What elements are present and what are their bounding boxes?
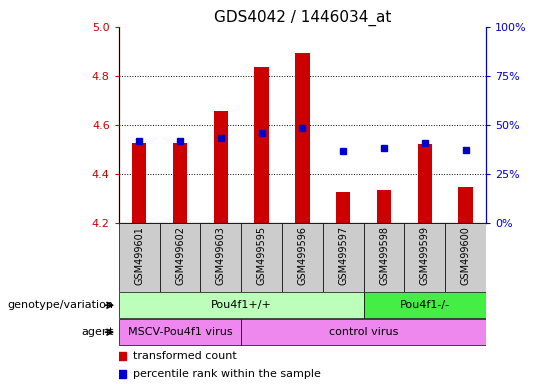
Bar <box>241 319 486 345</box>
Text: genotype/variation: genotype/variation <box>8 300 113 310</box>
Text: GSM499595: GSM499595 <box>256 226 267 285</box>
Bar <box>160 223 200 292</box>
Text: GSM499600: GSM499600 <box>461 226 470 285</box>
Text: GSM499602: GSM499602 <box>175 226 185 285</box>
Text: Pou4f1-/-: Pou4f1-/- <box>400 300 450 310</box>
Bar <box>173 143 187 223</box>
Bar <box>417 144 432 223</box>
Bar <box>254 67 269 223</box>
Text: control virus: control virus <box>329 327 399 337</box>
Text: GSM499603: GSM499603 <box>216 226 226 285</box>
Bar <box>404 223 445 292</box>
Text: transformed count: transformed count <box>133 351 237 361</box>
Text: GSM499596: GSM499596 <box>298 226 307 285</box>
Text: GSM499598: GSM499598 <box>379 226 389 285</box>
Text: MSCV-Pou4f1 virus: MSCV-Pou4f1 virus <box>127 327 232 337</box>
Bar <box>119 223 160 292</box>
Bar <box>323 223 363 292</box>
Text: GSM499601: GSM499601 <box>134 226 144 285</box>
Bar <box>445 223 486 292</box>
Text: percentile rank within the sample: percentile rank within the sample <box>133 369 321 379</box>
Bar <box>377 190 391 223</box>
Bar <box>132 143 146 223</box>
Bar <box>363 223 404 292</box>
Bar <box>458 187 472 223</box>
Title: GDS4042 / 1446034_at: GDS4042 / 1446034_at <box>214 9 391 25</box>
Bar <box>200 223 241 292</box>
Text: GSM499597: GSM499597 <box>338 226 348 285</box>
Bar <box>119 292 363 318</box>
Bar <box>336 192 350 223</box>
Bar <box>214 111 228 223</box>
Text: Pou4f1+/+: Pou4f1+/+ <box>211 300 272 310</box>
Bar <box>282 223 323 292</box>
Text: agent: agent <box>81 327 113 337</box>
Bar <box>119 319 241 345</box>
Text: GSM499599: GSM499599 <box>420 226 430 285</box>
Bar <box>295 53 309 223</box>
Bar <box>363 292 486 318</box>
Bar <box>241 223 282 292</box>
